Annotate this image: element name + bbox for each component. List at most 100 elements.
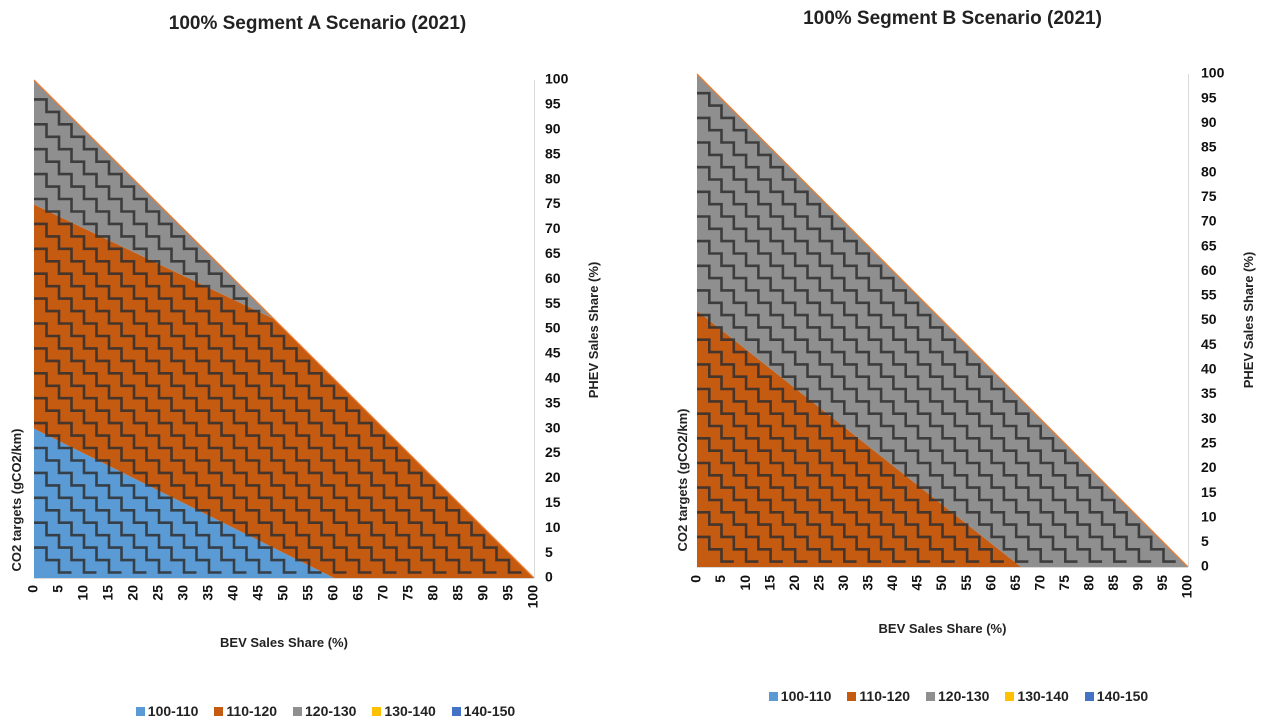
- legend-item: 120-130: [293, 703, 356, 719]
- y-tick-label: 90: [545, 121, 561, 137]
- y-tick-label: 10: [545, 519, 561, 535]
- y-tick-label: 55: [1201, 287, 1217, 303]
- y-tick-label: 20: [1201, 459, 1217, 475]
- x-tick-label: 45: [909, 575, 925, 591]
- left-axis-title: CO2 targets (gCO2/km): [675, 408, 690, 551]
- right-axis-title: PHEV Sales Share (%): [1241, 252, 1256, 389]
- chart-title: 100% Segment A Scenario (2021): [168, 13, 467, 34]
- y-tick-label: 70: [545, 220, 561, 236]
- x-tick-label: 15: [100, 585, 116, 601]
- x-tick-label: 60: [982, 575, 998, 591]
- contour-line: [697, 141, 1127, 563]
- y-tick-label: 30: [545, 419, 561, 435]
- plot-svg: 0 5 10 15 20 25 30 35 40 45 50 55 60 65 70 75 80 85 90 95 10…: [9, 71, 601, 650]
- y-tick-label: 40: [545, 370, 561, 386]
- contour-line: [697, 165, 1103, 563]
- y-tick-label: 35: [545, 394, 561, 410]
- contour-line: [34, 123, 497, 574]
- legend-label: 140-150: [1096, 688, 1149, 704]
- contour-line: [697, 486, 783, 563]
- x-tick-label: 60: [325, 585, 341, 601]
- x-tick-label: 70: [375, 585, 391, 601]
- x-tick-label: 45: [250, 585, 266, 601]
- contour-line: [34, 272, 347, 574]
- x-tick-label: 70: [1031, 575, 1047, 591]
- y-tick-label: 90: [1201, 114, 1217, 130]
- x-tick-label: 40: [225, 585, 241, 601]
- x-tick-label: 15: [761, 575, 777, 591]
- legend-swatch-110-120: [214, 706, 224, 716]
- contour-line: [34, 421, 197, 574]
- x-tick-label: 95: [500, 585, 516, 601]
- legend-item: 110-120: [847, 688, 910, 704]
- contour-line: [34, 197, 422, 574]
- y-tick-label: 80: [1201, 163, 1217, 179]
- y-tick-label: 80: [545, 170, 561, 186]
- y-tick-label: 0: [1201, 558, 1209, 574]
- y-tick-label: 75: [1201, 188, 1217, 204]
- contour-line: [697, 510, 759, 563]
- y-tick-label: 45: [545, 345, 561, 361]
- y-tick-label: 40: [1201, 361, 1217, 377]
- legend: 100-110 110-120 120-130 130-140 140-150: [641, 688, 1270, 704]
- legend-item: 110-120: [214, 703, 277, 719]
- contour-line: [34, 396, 222, 574]
- x-tick-label: 5: [50, 585, 66, 593]
- contour-line: [697, 461, 808, 563]
- x-tick-label: 10: [75, 585, 91, 601]
- y-tick-label: 65: [1201, 237, 1217, 253]
- contour-line: [34, 147, 472, 574]
- legend-swatch-120-130: [926, 691, 936, 701]
- chart-segment-a: 100% Segment A Scenario (2021) 0 5 10 15 20 2…: [9, 13, 601, 719]
- y-tick-label: 55: [545, 295, 561, 311]
- contour-line: [697, 412, 857, 563]
- x-tick-label: 90: [1130, 575, 1146, 591]
- x-tick-label: 20: [786, 575, 802, 591]
- legend-label: 110-120: [226, 703, 278, 719]
- feasibility-boundary-line: [33, 79, 535, 579]
- x-tick-label: 100: [1179, 575, 1195, 599]
- y-tick-label: 0: [545, 569, 553, 585]
- right-axis-title: PHEV Sales Share (%): [586, 262, 601, 399]
- x-tick-label: 90: [475, 585, 491, 601]
- y-tick-label: 5: [1201, 533, 1209, 549]
- contour-line: [697, 363, 906, 563]
- contour-line: [34, 347, 272, 574]
- legend-swatch-130-140: [372, 706, 382, 716]
- x-tick-label: 55: [300, 585, 316, 601]
- plot-svg: 0 5 10 15 20 25 30 35 40 45 50 55 60 65 70 75 80 85 90 95 10…: [675, 65, 1256, 636]
- y-tick-label: 60: [545, 270, 561, 286]
- legend-label: 140-150: [463, 703, 516, 719]
- x-tick-label: 40: [884, 575, 900, 591]
- y-tick-label: 95: [1201, 89, 1217, 105]
- legend-label: 120-130: [938, 688, 990, 704]
- x-tick-label: 10: [737, 575, 753, 591]
- x-tick-label: 55: [958, 575, 974, 591]
- legend-swatch-100-110: [135, 706, 145, 716]
- x-tick-label: 80: [425, 585, 441, 601]
- legend-label: 100-110: [147, 703, 199, 719]
- legend-label: 100-110: [780, 688, 832, 704]
- contour-line: [697, 289, 980, 563]
- contour-line: [34, 297, 322, 574]
- contour-line: [697, 239, 1029, 563]
- contour-line: [34, 98, 522, 574]
- y-tick-label: 20: [545, 469, 561, 485]
- feasibility-boundary-line: [696, 73, 1189, 568]
- legend-item: 130-140: [372, 703, 436, 719]
- x-tick-label: 50: [933, 575, 949, 591]
- y-tick-label: 85: [1201, 139, 1217, 155]
- legend-label: 130-140: [384, 703, 436, 719]
- contour-line: [697, 116, 1152, 563]
- x-tick-label: 35: [860, 575, 876, 591]
- x-tick-label: 50: [275, 585, 291, 601]
- x-tick-label: 30: [835, 575, 851, 591]
- contour-line: [697, 436, 832, 563]
- legend-item: 100-110: [135, 703, 199, 719]
- contour-line: [34, 471, 147, 574]
- x-tick-label: 85: [1105, 575, 1121, 591]
- chart-segment-b: 100% Segment B Scenario (2021) 0 5 10 15 20 2…: [635, 0, 1270, 723]
- legend-swatch-130-140: [1005, 691, 1015, 701]
- legend-swatch-110-120: [847, 691, 857, 701]
- x-tick-label: 25: [811, 575, 827, 591]
